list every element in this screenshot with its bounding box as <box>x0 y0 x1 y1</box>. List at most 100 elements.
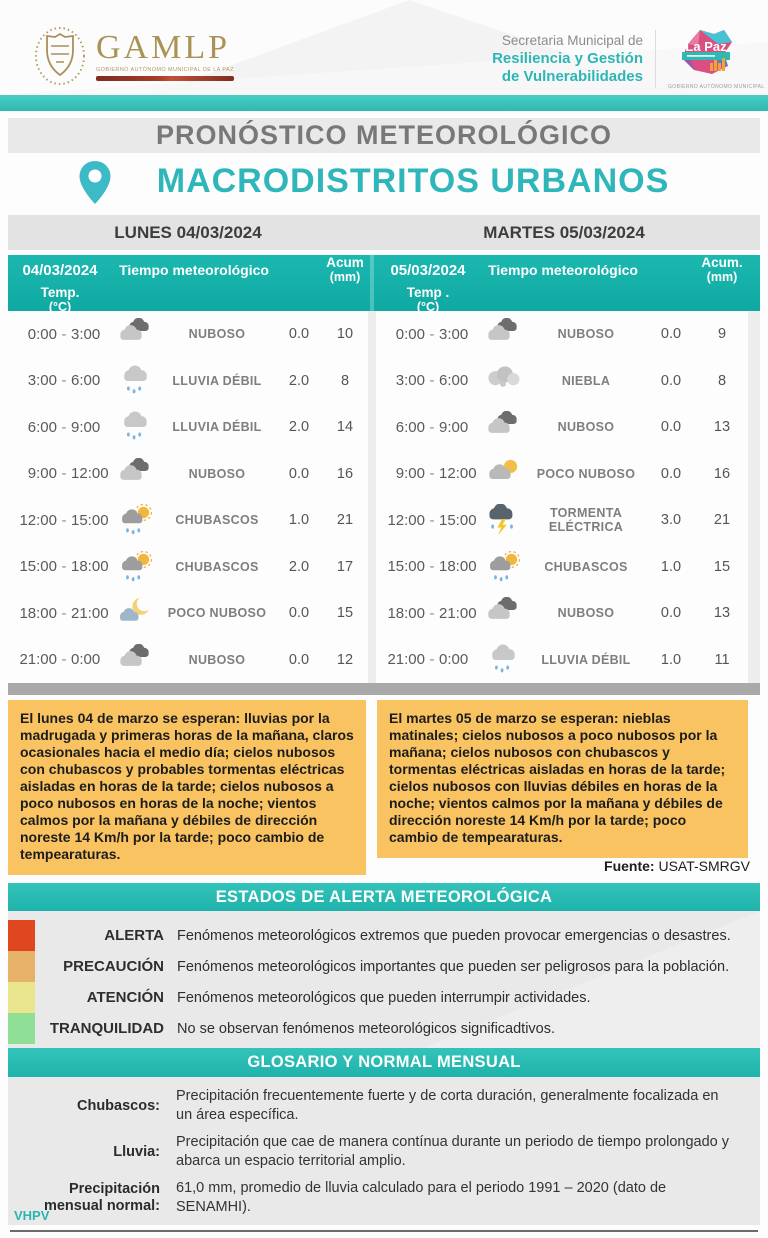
secretaria-line1: Secretaria Municipal de <box>501 33 643 48</box>
forecast-row: 6:00-9:00 LLUVIA DÉBIL 2.0 14 <box>8 404 368 451</box>
accumulation-value: 0.0 <box>660 465 682 482</box>
condition-label: NUBOSO <box>188 652 246 667</box>
weather-icon-chubascos <box>112 550 158 583</box>
time-dash: - <box>429 558 435 576</box>
time-dash: - <box>429 604 435 622</box>
temperature-value: 8 <box>717 372 727 389</box>
accumulation-value: 0.0 <box>660 419 682 436</box>
weather-icon-chubascos <box>480 550 526 583</box>
time-range: 3:00-6:00 <box>376 372 480 389</box>
source-label: Fuente: <box>604 858 655 874</box>
day-label-monday: LUNES 04/03/2024 <box>114 222 262 242</box>
time-to: 15:00 <box>71 511 109 529</box>
source-note: Fuente: USAT-SMRGV <box>604 858 750 874</box>
table-middle-divider <box>368 311 376 683</box>
glossary-row: Precipitación mensual normal: 61,0 mm, pr… <box>8 1179 732 1217</box>
title-bar: PRONÓSTICO METEOROLÓGICO <box>8 118 760 153</box>
temperature-value: 12 <box>336 651 354 668</box>
forecast-table-body: 0:00-3:00 NUBOSO 0.0 10 3:00-6:00 LLUVIA DÉBI… <box>8 311 760 683</box>
accumulation-value: 1.0 <box>288 512 310 529</box>
time-to: 18:00 <box>439 558 477 576</box>
lapaz-map-icon <box>682 30 732 74</box>
forecast-row: 21:00-0:00 NUBOSO 0.0 12 <box>8 637 368 684</box>
table-right-divider <box>748 311 760 683</box>
weather-icon-nuboso <box>112 318 158 350</box>
glossary-definition: Precipitación que cae de manera contínua… <box>176 1134 729 1169</box>
weather-icon-lluvia-debil <box>480 644 526 676</box>
lapaz-name: La Paz <box>685 39 727 54</box>
column-header-temp: Temp . (°C) <box>406 285 450 314</box>
gamlp-logo: GAMLP GOBIERNO AUTÓNOMO MUNICIPAL DE LA … <box>34 26 234 86</box>
lapaz-caption: GOBIERNO AUTÓNOMO MUNICIPAL <box>668 84 765 90</box>
summary-tuesday: El martes 05 de marzo se esperan: niebla… <box>377 700 748 858</box>
glossary-term: Chubascos: <box>77 1097 160 1114</box>
alert-color-scale <box>8 920 35 1044</box>
accumulation-value: 2.0 <box>288 372 310 389</box>
weather-icon-nuboso <box>480 597 526 629</box>
temperature-value: 9 <box>717 326 727 343</box>
table-header-tuesday: 05/03/2024 Tiempo meteorológico Acum. (mm… <box>376 255 748 314</box>
alert-row: ALERTA Fenómenos meteorológicos extremos … <box>38 920 754 951</box>
column-header-date: 05/03/2024 <box>390 261 466 279</box>
accumulation-value: 0.0 <box>288 326 310 343</box>
temperature-value: 10 <box>336 326 354 343</box>
time-dash: - <box>61 558 67 576</box>
weather-icon-nuboso <box>480 411 526 443</box>
temperature-value: 17 <box>336 558 354 575</box>
time-from: 6:00 <box>395 418 425 436</box>
forecast-row: 9:00-12:00 NUBOSO 0.0 16 <box>8 451 368 498</box>
temperature-value: 13 <box>713 419 731 436</box>
date-bar: LUNES 04/03/2024 MARTES 05/03/2024 <box>8 215 760 250</box>
time-to: 12:00 <box>71 465 109 483</box>
time-dash: - <box>429 325 435 343</box>
column-header-temp: Temp. (°C) <box>40 285 80 314</box>
secretaria-block: Secretaria Municipal de Resiliencia y Ge… <box>492 32 643 86</box>
glossary-definition: 61,0 mm, promedio de lluvia calculado pa… <box>176 1180 667 1215</box>
forecast-row: 3:00-6:00 NIEBLA 0.0 8 <box>376 358 748 405</box>
accumulation-value: 0.0 <box>660 372 682 389</box>
glossary-title: GLOSARIO Y NORMAL MENSUAL <box>247 1053 521 1071</box>
condition-label: NUBOSO <box>557 420 615 435</box>
signature: VHPV <box>14 1208 50 1223</box>
time-range: 6:00-9:00 <box>376 419 480 436</box>
time-to: 21:00 <box>439 604 477 622</box>
weather-icon-tormenta-electrica <box>480 504 526 536</box>
lapaz-logo: La Paz GOBIERNO AUTÓNOMO MUNICIPAL <box>668 28 765 90</box>
time-range: 18:00-21:00 <box>376 605 480 622</box>
alert-color-tranquilidad <box>8 1013 35 1044</box>
time-range: 0:00-3:00 <box>8 326 112 343</box>
subtitle-row: MACRODISTRITOS URBANOS <box>0 154 768 212</box>
alert-rows: ALERTA Fenómenos meteorológicos extremos … <box>38 920 754 1044</box>
time-to: 6:00 <box>439 372 469 390</box>
temperature-value: 21 <box>336 512 354 529</box>
accumulation-value: 0.0 <box>288 651 310 668</box>
alert-level-description: Fenómenos meteorológicos que pueden inte… <box>177 989 591 1006</box>
glossary-term: Precipitación mensual normal: <box>43 1181 160 1214</box>
time-range: 21:00-0:00 <box>376 651 480 668</box>
time-to: 18:00 <box>71 558 109 576</box>
weather-icon-nuboso <box>112 457 158 490</box>
accumulation-value: 0.0 <box>288 465 310 482</box>
alert-color-atención <box>8 982 35 1013</box>
condition-label: POCO NUBOSO <box>536 466 636 481</box>
table-header-split <box>370 255 374 311</box>
time-from: 18:00 <box>387 604 425 622</box>
column-header-weather: Tiempo meteorológico <box>119 261 269 278</box>
time-to: 3:00 <box>71 325 101 343</box>
alert-row: ATENCIÓN Fenómenos meteorológicos que pue… <box>38 982 754 1013</box>
time-to: 0:00 <box>439 651 469 669</box>
accumulation-value: 3.0 <box>660 512 682 529</box>
time-range: 9:00-12:00 <box>8 465 112 482</box>
forecast-row: 12:00-15:00 TORMENTA ELÉCTRICA 3.0 21 <box>376 497 748 544</box>
time-from: 12:00 <box>387 511 425 529</box>
page-subtitle: MACRODISTRITOS URBANOS <box>156 162 670 200</box>
time-dash: - <box>429 651 435 669</box>
weather-icon-nuboso <box>480 318 526 350</box>
time-dash: - <box>61 651 67 669</box>
time-dash: - <box>61 465 67 483</box>
weather-icon-nuboso <box>112 643 158 676</box>
weather-icon-lluvia-debil <box>112 365 158 397</box>
condition-label: CHUBASCOS <box>175 513 259 528</box>
condition-label: CHUBASCOS <box>544 559 628 574</box>
